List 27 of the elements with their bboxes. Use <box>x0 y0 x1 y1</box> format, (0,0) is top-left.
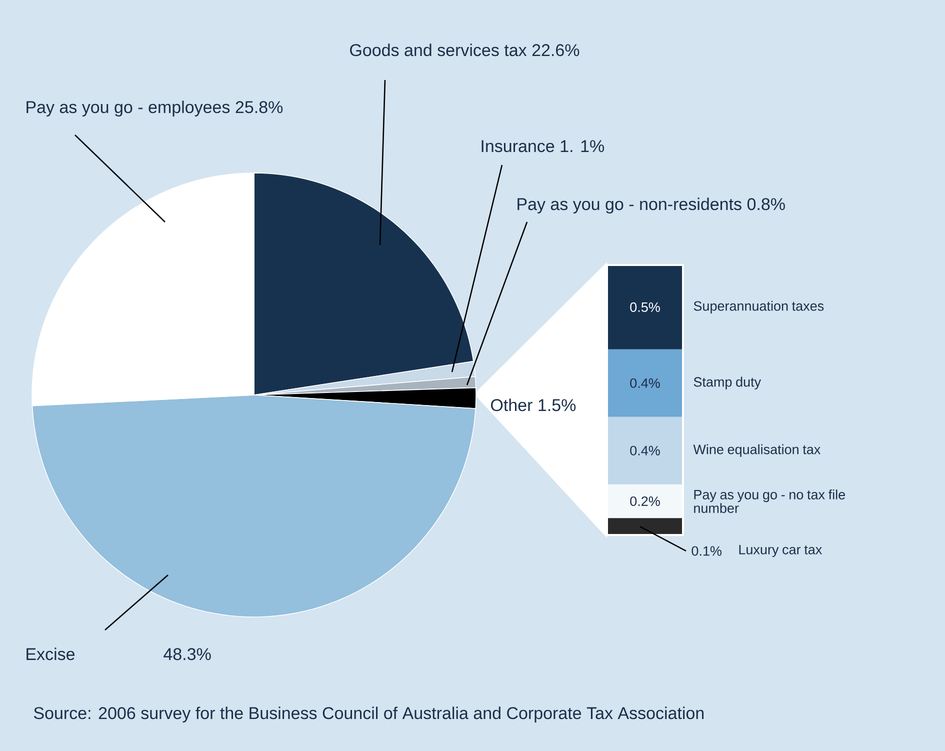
slice-label: Other <box>491 398 532 412</box>
data-label: 22.6% <box>532 44 580 56</box>
data-label: 0.2% <box>630 496 660 506</box>
source-note: Source: 2006 survey for the Business Council of Australia and Corporate Tax Association <box>34 706 704 723</box>
data-label: 0.5% <box>630 302 660 312</box>
slice-label: Pay as you go - non-residents <box>518 198 742 214</box>
data-label: 25.8% <box>236 101 283 114</box>
data-label: 1.5% <box>538 399 576 412</box>
data-label: 0.8% <box>747 198 785 210</box>
series-label: Pay as you go - no tax file number <box>694 489 845 513</box>
series-label: Stamp duty <box>694 376 762 390</box>
data-label: 48.3% <box>164 648 211 660</box>
bar <box>607 264 684 350</box>
bar <box>607 349 684 417</box>
data-label: 0.1% <box>692 546 722 556</box>
slice-label: Excise <box>26 648 75 660</box>
text: Luxury car tax <box>739 544 822 558</box>
series-label: Wine equalisation tax <box>693 444 821 457</box>
bar <box>607 518 684 535</box>
data-label: 0.4% <box>630 446 660 456</box>
slice-label: Insurance <box>482 140 554 152</box>
series-label: Superannuation taxes <box>694 300 824 314</box>
slice-label: Goods and services tax <box>350 44 527 56</box>
bar <box>607 416 684 484</box>
slice-label: Pay as you go - employees <box>26 100 230 117</box>
data-label: 1. 1% <box>560 140 604 152</box>
data-label: 0.4% <box>630 378 660 388</box>
